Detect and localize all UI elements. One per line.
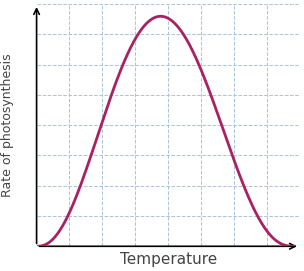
X-axis label: Temperature: Temperature xyxy=(119,252,217,267)
Text: Rate of photosynthesis: Rate of photosynthesis xyxy=(1,53,14,197)
